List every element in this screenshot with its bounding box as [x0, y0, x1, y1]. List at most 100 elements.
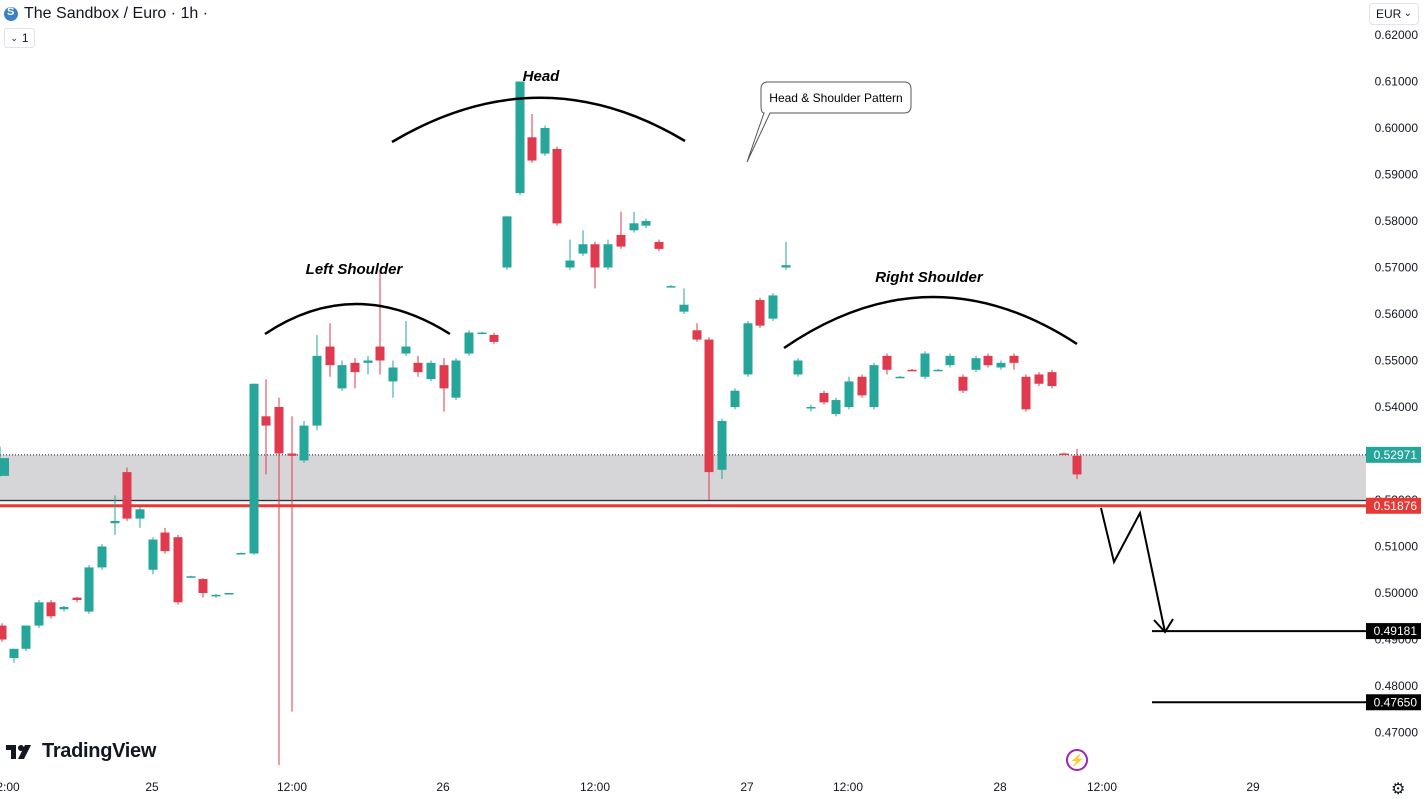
candle-body: [34, 602, 44, 626]
candle-body: [9, 648, 19, 659]
projection-path: [1100, 507, 1166, 633]
x-tick-label: 12:00: [580, 780, 610, 794]
annotation-layer: Head Left Shoulder Right Shoulder Head & Sh…: [306, 68, 984, 286]
candle-body: [933, 369, 943, 372]
candle-body: [464, 332, 474, 354]
annotation-label: Head & Shoulder Pattern: [769, 91, 902, 105]
candle-body: [401, 346, 411, 354]
candle-body: [578, 244, 588, 254]
gear-icon[interactable]: ⚙: [1391, 781, 1406, 798]
candle-body: [388, 367, 398, 382]
candle-body: [122, 472, 132, 519]
price-label: 0.49181: [1374, 624, 1418, 638]
price-label: 0.52971: [1374, 448, 1418, 462]
candle-body: [1021, 376, 1031, 410]
y-tick-label: 0.60000: [1375, 121, 1419, 135]
candle-body: [844, 381, 854, 407]
candle-body: [1059, 453, 1069, 455]
callout-box: [746, 81, 912, 163]
annotation-label: Right Shoulder: [875, 269, 984, 286]
candle-body: [375, 346, 385, 361]
tradingview-logo[interactable]: TradingView: [6, 740, 156, 763]
candle-body: [97, 546, 107, 568]
candle-body: [160, 532, 170, 552]
candle-body: [907, 369, 917, 372]
price-label: 0.47650: [1374, 695, 1418, 709]
y-tick-label: 0.48000: [1375, 679, 1419, 693]
candle-body: [72, 597, 82, 600]
candle-body: [1047, 372, 1057, 387]
candle-body: [515, 81, 525, 194]
candle-body: [717, 420, 727, 470]
candle-body: [110, 520, 120, 524]
annotation-label: Left Shoulder: [306, 261, 404, 278]
x-tick-label: 26: [436, 780, 450, 794]
candle-body: [426, 362, 436, 380]
candle-body: [552, 148, 562, 224]
right-shoulder-arc: [783, 295, 1078, 350]
candle-body: [173, 537, 183, 603]
candle-body: [755, 300, 765, 326]
candle-body: [654, 241, 664, 249]
y-tick-label: 0.59000: [1375, 168, 1419, 182]
x-tick-label: 29: [1246, 780, 1260, 794]
time-axis[interactable]: 2:00 25 12:00 26 12:00 27 12:00 28 12:00 29: [0, 780, 1260, 794]
candle-body: [477, 332, 487, 335]
price-label-box: [1366, 694, 1421, 711]
candle-body: [363, 360, 373, 363]
candle-body: [882, 355, 892, 370]
y-tick-label: 0.50000: [1375, 586, 1419, 600]
candle-body: [819, 393, 829, 403]
x-tick-label: 12:00: [833, 780, 863, 794]
chart-title: The Sandbox / Euro · 1h ·: [24, 5, 209, 22]
candle-body: [895, 376, 905, 379]
price-label-box: [1366, 497, 1421, 514]
candle-body: [261, 416, 271, 426]
candle-body: [274, 407, 284, 454]
price-label-box: [1366, 446, 1421, 463]
support-zone-layer: [0, 454, 1366, 508]
price-label: 0.51876: [1374, 499, 1418, 513]
candle-body: [768, 295, 778, 319]
candle-body: [920, 353, 930, 377]
candle-body: [211, 594, 221, 597]
candle-body: [299, 425, 309, 461]
left-shoulder-arc: [264, 302, 451, 336]
chevron-down-icon: ⌄: [1403, 8, 1412, 19]
currency-select[interactable]: EUR ⌄: [1369, 3, 1419, 25]
candle-body: [135, 509, 145, 519]
candle-body: [629, 223, 639, 231]
candle-body: [249, 383, 259, 554]
collapse-indicators-button[interactable]: ⌄ 1: [4, 28, 35, 48]
y-tick-label: 0.56000: [1375, 307, 1419, 321]
x-tick-label: 27: [740, 780, 754, 794]
lightning-icon[interactable]: ⚡: [1066, 749, 1088, 771]
candle-body: [616, 234, 626, 247]
candle-body: [198, 579, 208, 593]
price-axis[interactable]: 0.62000 0.61000 0.60000 0.59000 0.58000 0.570…: [1366, 28, 1421, 740]
candle-body: [743, 323, 753, 375]
candle-body: [641, 221, 651, 226]
candle-body: [806, 407, 816, 409]
y-tick-label: 0.62000: [1375, 28, 1419, 42]
candle-body: [84, 567, 94, 612]
candle-body: [971, 358, 981, 370]
candle-body: [1034, 374, 1044, 384]
candle-body: [439, 365, 449, 389]
candle-body: [983, 355, 993, 366]
candle-body: [350, 362, 360, 373]
candle-body: [312, 355, 322, 426]
candle-body: [1072, 455, 1082, 475]
candle-body: [224, 593, 234, 595]
y-tick-label: 0.51000: [1375, 540, 1419, 554]
candle-body: [0, 474, 9, 476]
y-tick-label: 0.58000: [1375, 214, 1419, 228]
x-tick-label: 12:00: [277, 780, 307, 794]
candle-body: [287, 453, 297, 456]
candle-body: [337, 365, 347, 389]
candle-body: [831, 400, 841, 414]
candle-body: [793, 360, 803, 375]
y-tick-label: 0.55000: [1375, 354, 1419, 368]
y-tick-label: 0.57000: [1375, 261, 1419, 275]
